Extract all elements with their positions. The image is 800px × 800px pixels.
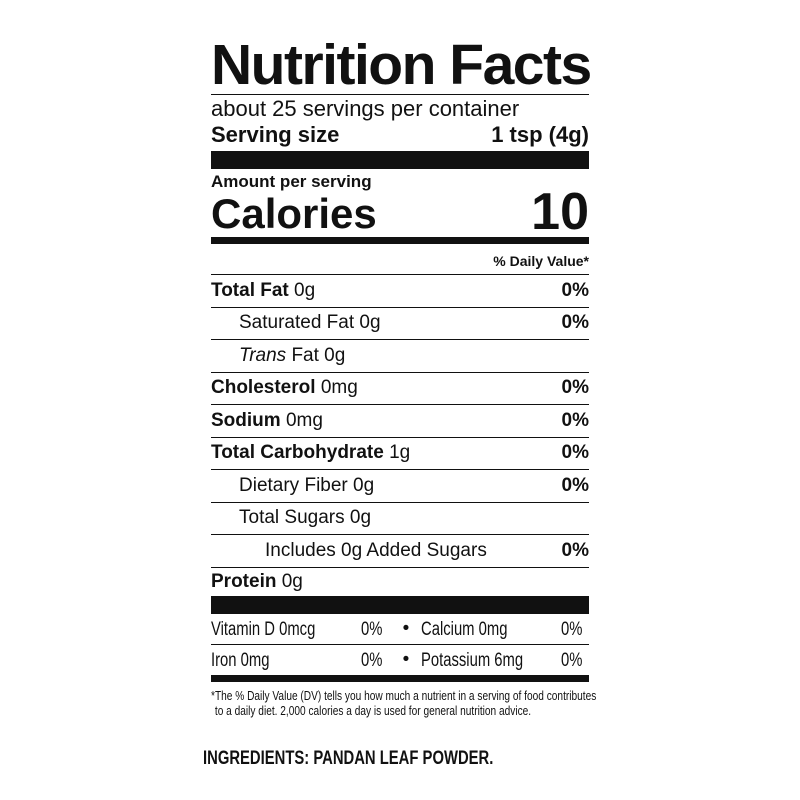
nutrient-row: Protein 0g (211, 570, 303, 592)
vitamin-row: Iron 0mg 0% • Potassium 6mg 0% (211, 645, 589, 675)
thick-divider (211, 151, 589, 169)
nutrient-row: Sodium 0mg 0% (211, 405, 589, 438)
serving-size-label: Serving size (211, 122, 340, 147)
bullet: • (402, 617, 410, 639)
divider (211, 94, 589, 95)
vitamin-dv: 0% (561, 618, 583, 640)
nutrient-row: Total Fat 0g 0% (211, 275, 589, 308)
nutrient-row: Dietary Fiber 0g 0% (211, 470, 589, 503)
vitamin-name: Calcium 0mg (421, 618, 508, 640)
vitamin-row: Vitamin D 0mcg 0% • Calcium 0mg 0% (211, 614, 589, 645)
footnote: *The % Daily Value (DV) tells you how mu… (211, 687, 597, 718)
medium-divider (211, 674, 589, 682)
nutrient-row: Saturated Fat 0g 0% (211, 308, 589, 340)
nutrient-row: Cholesterol 0mg 0% (211, 373, 589, 405)
nutrient-row: Total Sugars 0g (211, 503, 589, 535)
vitamin-dv: 0% (361, 618, 383, 640)
calories-label: Calories (211, 190, 377, 237)
nutrient-row: Total Carbohydrate 1g 0% (211, 438, 589, 470)
medium-divider (211, 237, 589, 244)
thick-divider (211, 595, 589, 614)
label-title: Nutrition Facts (211, 33, 592, 97)
serving-size-value: 1 tsp (4g) (491, 122, 589, 147)
vitamin-dv: 0% (561, 649, 583, 671)
servings-per-container: about 25 servings per container (211, 96, 520, 121)
vitamin-name: Potassium 6mg (421, 649, 524, 671)
nutrition-facts-label: Nutrition Facts about 25 servings per co… (211, 33, 597, 718)
vitamin-dv: 0% (361, 649, 383, 671)
daily-value-header: % Daily Value* (211, 244, 589, 275)
amount-per-serving: Amount per serving (211, 172, 372, 191)
vitamin-name: Iron 0mg (211, 649, 270, 671)
nutrient-row: Includes 0g Added Sugars 0% (211, 535, 589, 568)
bullet: • (402, 648, 410, 670)
calories-value: 10 (531, 183, 589, 241)
vitamin-name: Vitamin D 0mcg (211, 618, 316, 640)
ingredients: INGREDIENTS: PANDAN LEAF POWDER. (203, 748, 494, 769)
nutrient-row: Trans Fat 0g (211, 340, 589, 373)
serving-size: Serving size 1 tsp (4g) (211, 121, 589, 151)
calories-row: Calories 10 (211, 186, 589, 238)
